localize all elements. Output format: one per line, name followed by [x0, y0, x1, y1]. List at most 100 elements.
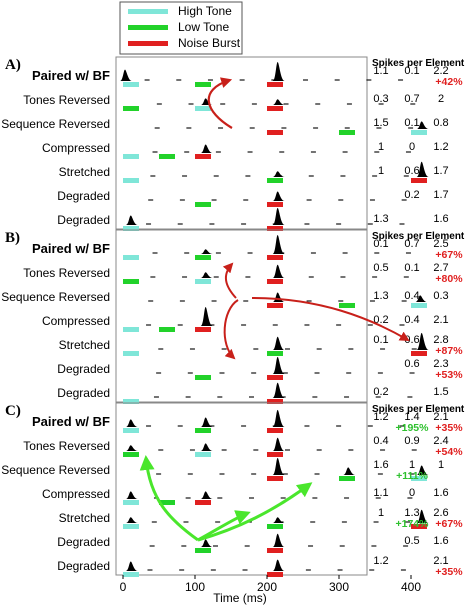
stimulus-high	[123, 500, 139, 505]
row-label: Tones Reversed	[23, 439, 110, 453]
panel-letter: C)	[5, 403, 21, 419]
arrows-panel-a	[207, 77, 233, 129]
arrows-panel-c	[139, 455, 313, 542]
response-peak	[272, 336, 285, 350]
response-peak	[125, 517, 138, 523]
stimulus-high	[195, 279, 211, 284]
stimulus-high	[123, 327, 139, 332]
stimulus-low	[195, 428, 211, 433]
stimulus-high	[123, 82, 139, 87]
stimulus-noise	[195, 154, 211, 159]
spike-value: 1.1	[373, 65, 388, 77]
panel-frame	[115, 56, 368, 230]
spike-value: 2.3	[433, 358, 448, 370]
response-peak	[200, 307, 213, 326]
response-peak	[125, 561, 138, 571]
stimulus-high	[123, 351, 139, 356]
spike-value: 2.5	[433, 238, 448, 250]
spike-value: 1.2	[373, 411, 388, 423]
response-peak	[200, 417, 213, 427]
spike-value: 0.4	[404, 290, 419, 302]
spike-value: 1.3	[373, 213, 388, 225]
table-row: Compressed 1.1 0 1.6	[42, 487, 449, 505]
spike-value: 0	[409, 487, 415, 499]
percent-change: +80%	[435, 273, 463, 285]
stimulus-low	[159, 154, 175, 159]
row-label: Tones Reversed	[23, 93, 110, 107]
spike-value: 0.2	[373, 314, 388, 326]
row-label: Paired w/ BF	[32, 241, 110, 256]
stimulus-noise	[195, 327, 211, 332]
panel-a: A) Spikes per Element Paired w/ BF 1.1 0.1 2.…	[1, 56, 465, 231]
stimulus-noise	[195, 500, 211, 505]
table-row: Degraded 0.2 1.7	[57, 189, 449, 207]
stimulus-low	[339, 303, 355, 308]
stats-header: Spikes per Element	[372, 231, 465, 242]
spike-value: 0.2	[373, 386, 388, 398]
spike-value: 0.4	[373, 435, 388, 447]
stimulus-high	[411, 130, 427, 135]
percent-change: +42%	[435, 76, 463, 88]
percent-change: +67%	[435, 249, 463, 261]
legend-swatch-low	[128, 25, 168, 30]
stimulus-low	[195, 202, 211, 207]
stimulus-high	[123, 524, 139, 529]
stimulus-high	[123, 572, 139, 577]
table-row: Paired w/ BF 1.2 1.4 2.1+195% +35%	[32, 409, 463, 434]
table-row: Compressed 0.2 0.4 2.1	[42, 307, 449, 332]
spike-value: 1.7	[433, 165, 448, 177]
response-peak	[272, 356, 285, 374]
stimulus-noise	[267, 279, 283, 284]
stimulus-noise	[267, 226, 283, 231]
spike-value: 1.7	[433, 189, 448, 201]
arrow-red	[222, 262, 237, 299]
row-label: Stretched	[59, 165, 110, 179]
stimulus-high	[411, 303, 427, 308]
stimulus-noise	[267, 572, 283, 577]
response-peak	[272, 62, 285, 81]
spike-value: 0.1	[404, 262, 419, 274]
row-label: Paired w/ BF	[32, 414, 110, 429]
legend: High Tone Low Tone Noise Burst	[119, 1, 243, 55]
spike-value: 1.6	[433, 213, 448, 225]
row-label: Stretched	[59, 511, 110, 525]
panel-b: B) Spikes per Element Paired w/ BF 0.1 0.7 2.…	[1, 229, 465, 404]
spike-value: 1.5	[433, 386, 448, 398]
spike-value: 0.1	[373, 334, 388, 346]
response-peak	[416, 465, 429, 475]
response-peak	[416, 161, 429, 177]
spike-value: 1.6	[433, 487, 448, 499]
stimulus-low	[159, 500, 175, 505]
percent-change: +53%	[435, 369, 463, 381]
stimulus-noise	[411, 178, 427, 183]
stimulus-high	[123, 154, 139, 159]
percent-change: +87%	[435, 345, 463, 357]
spike-value: 1.5	[373, 117, 388, 129]
stimulus-noise	[267, 452, 283, 457]
response-peak	[125, 215, 138, 225]
spike-value: 0.1	[373, 238, 388, 250]
row-label: Compressed	[42, 487, 110, 501]
x-axis: 0 100 200 300 400	[120, 575, 421, 594]
row-label: Degraded	[57, 362, 110, 376]
stimulus-high	[123, 399, 139, 404]
spike-value: 0.1	[404, 65, 419, 77]
row-label: Paired w/ BF	[32, 68, 110, 83]
spike-value: 2.1	[433, 411, 448, 423]
spike-value: 0.5	[404, 535, 419, 547]
spike-value: 2.1	[433, 314, 448, 326]
panels: A) Spikes per Element Paired w/ BF 1.1 0.1 2.…	[1, 56, 465, 578]
panel-frame	[115, 402, 368, 576]
table-row: Stretched 0.1 0.6 2.8+87%	[59, 332, 463, 357]
stimulus-low	[267, 351, 283, 356]
table-row: Degraded 0.5 1.6	[57, 533, 449, 553]
stimulus-noise	[267, 130, 283, 135]
response-peak	[200, 249, 213, 254]
spike-value: 1	[378, 165, 384, 177]
percent-change: +174%	[396, 518, 430, 530]
stimulus-low	[267, 524, 283, 529]
legend-label-low: Low Tone	[178, 20, 229, 34]
spike-value: 1.2	[433, 141, 448, 153]
response-peak	[272, 264, 285, 278]
stats-header: Spikes per Element	[372, 404, 465, 415]
